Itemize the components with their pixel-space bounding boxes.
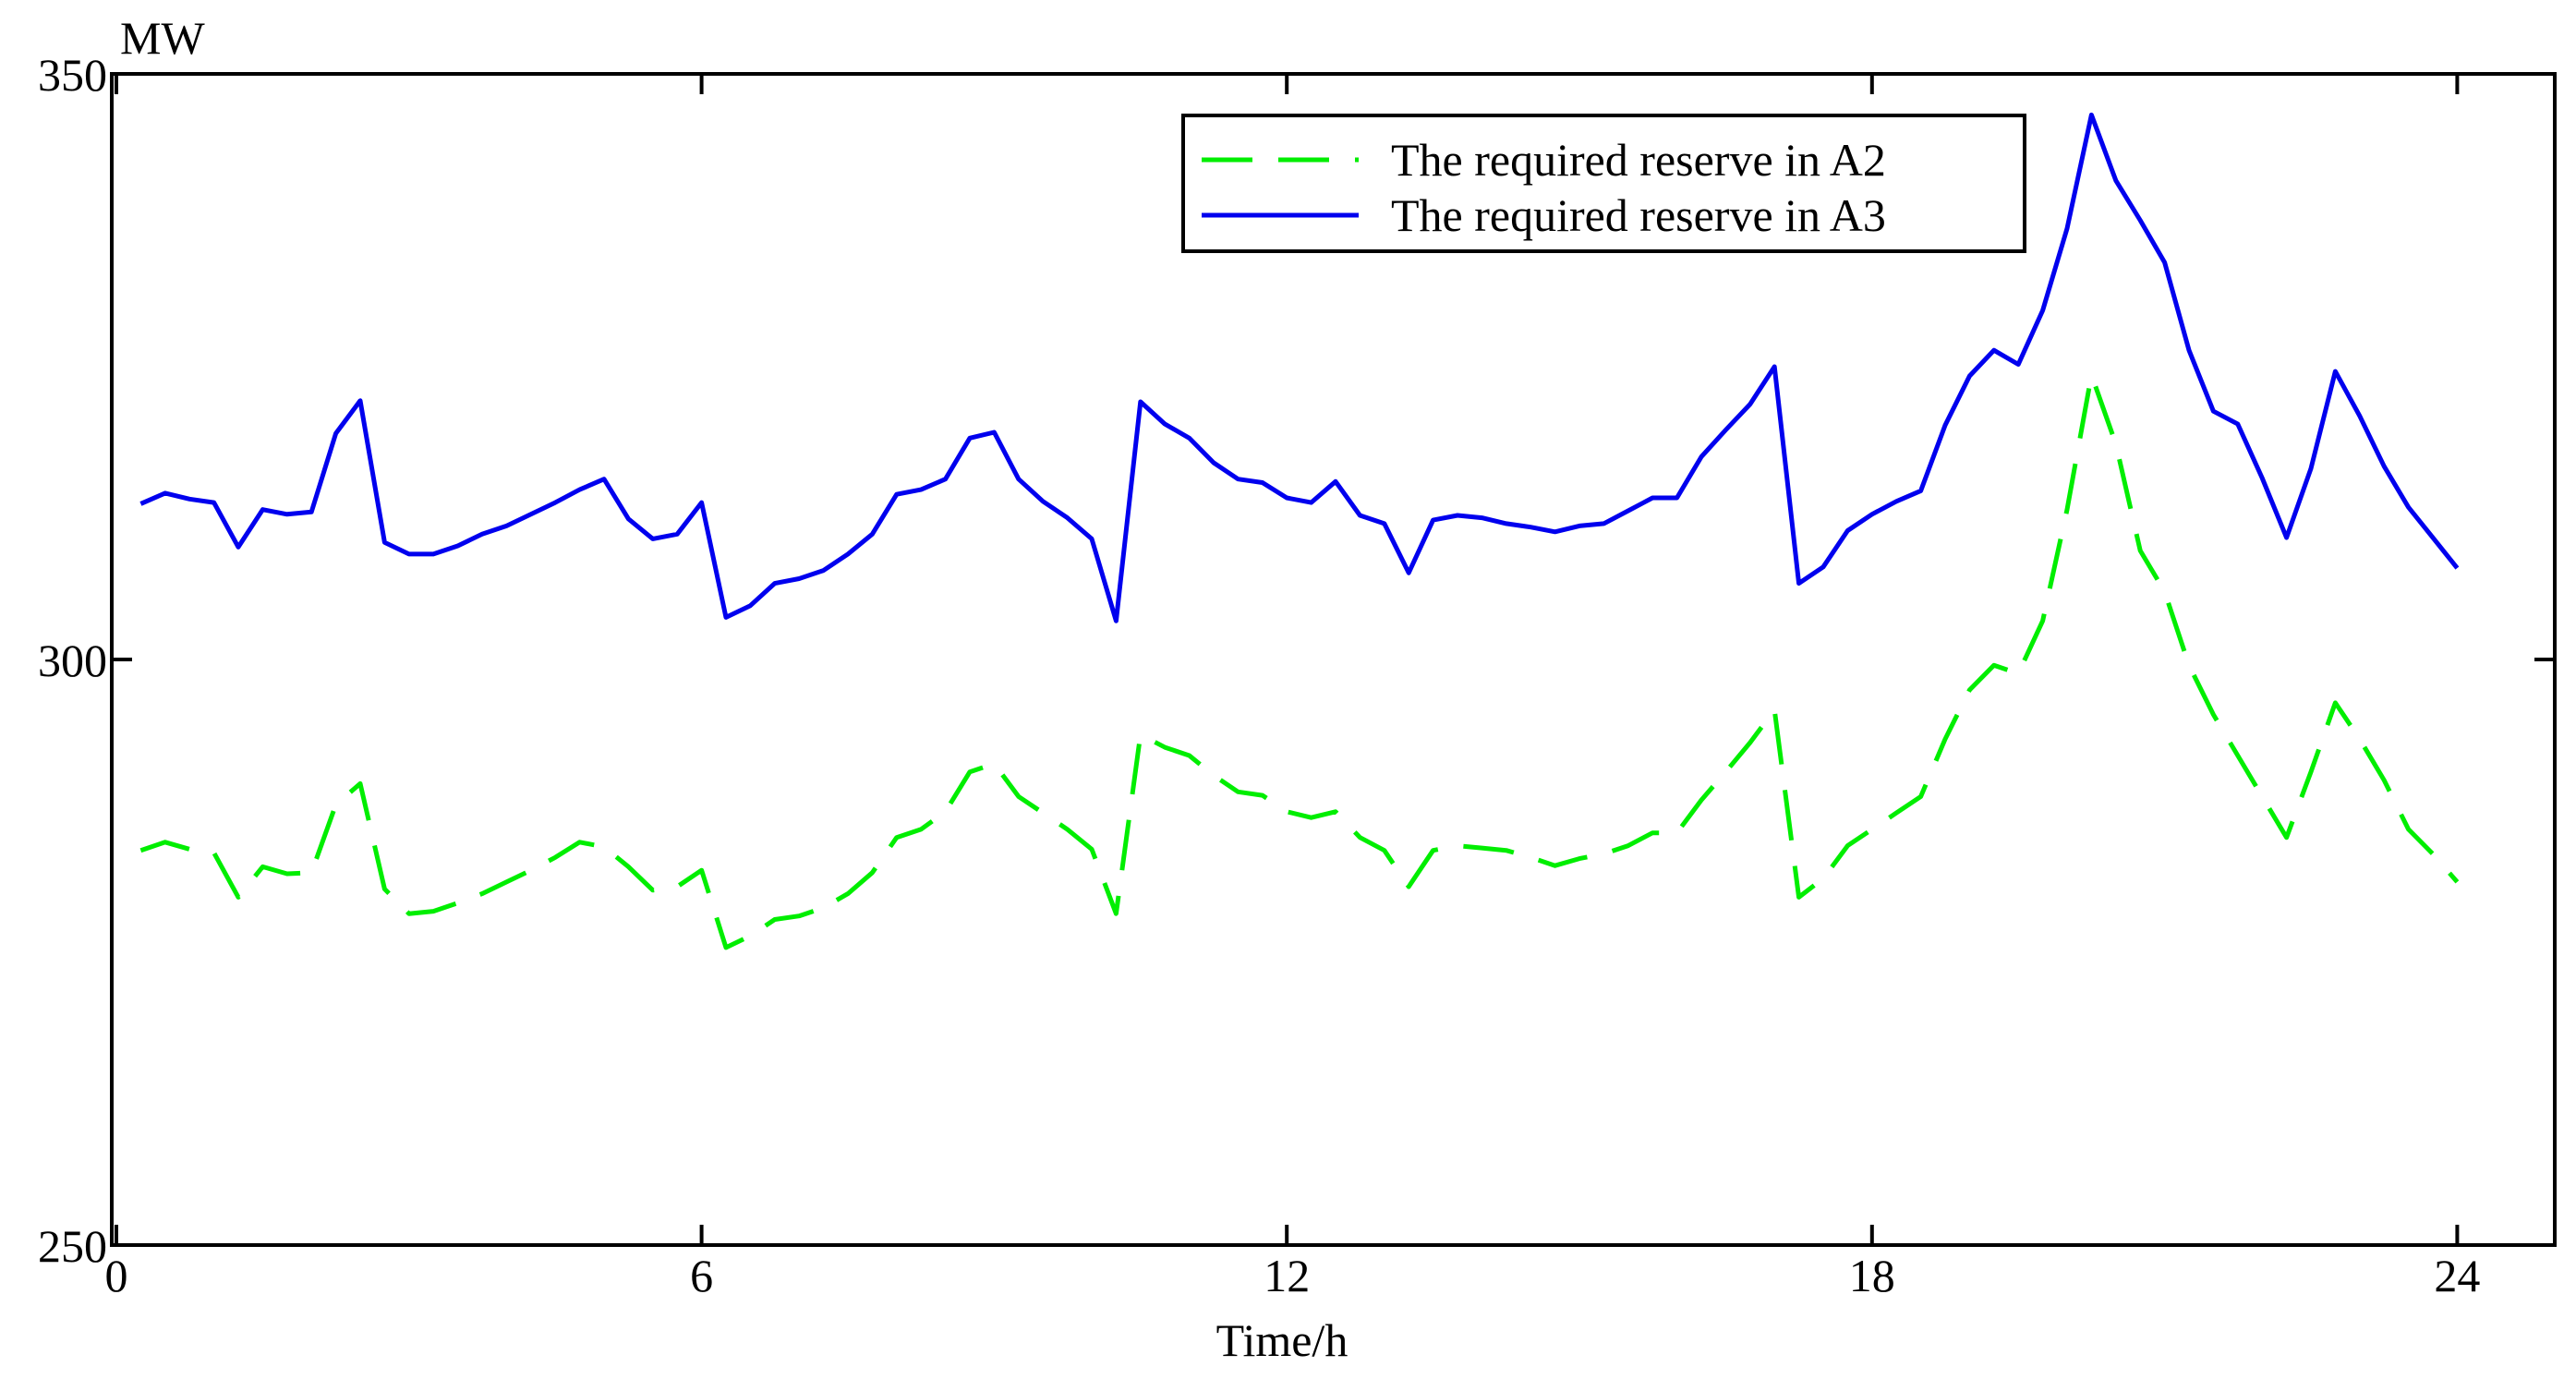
- x-tick-label: 12: [1264, 1250, 1310, 1301]
- y-axis-label: MW: [120, 12, 205, 64]
- y-tick-label: 350: [38, 49, 107, 101]
- x-tick-label: 6: [690, 1250, 713, 1301]
- y-tick-label: 250: [38, 1220, 107, 1272]
- x-tick-label: 0: [105, 1250, 128, 1301]
- series-line: [139, 112, 2460, 623]
- x-axis-label: Time/h: [1216, 1314, 1348, 1366]
- legend-label: The required reserve in A2: [1391, 134, 1886, 186]
- series-line: [139, 372, 2460, 950]
- x-tick-label: 24: [2434, 1250, 2480, 1301]
- y-tick-label: 300: [38, 635, 107, 686]
- legend-label: The required reserve in A3: [1391, 189, 1886, 241]
- x-tick-label: 18: [1849, 1250, 1895, 1301]
- legend-box: [1181, 114, 2026, 253]
